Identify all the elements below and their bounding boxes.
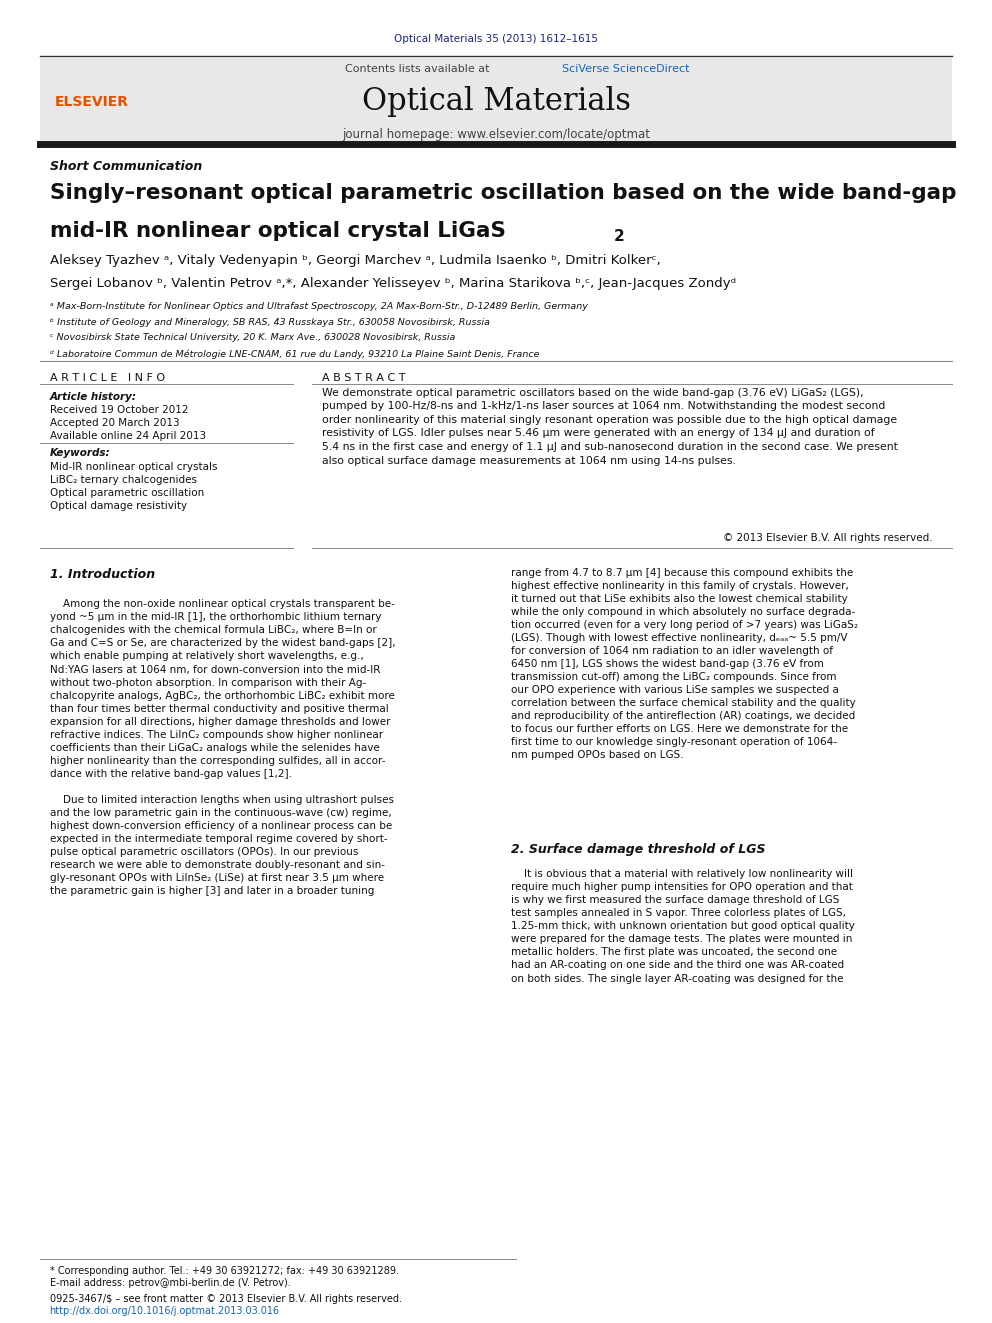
Text: mid-IR nonlinear optical crystal LiGaS: mid-IR nonlinear optical crystal LiGaS [50,221,506,241]
Text: Aleksey Tyazhev ᵃ, Vitaly Vedenyapin ᵇ, Georgi Marchev ᵃ, Ludmila Isaenko ᵇ, Dmi: Aleksey Tyazhev ᵃ, Vitaly Vedenyapin ᵇ, … [50,254,661,267]
Text: 2. Surface damage threshold of LGS: 2. Surface damage threshold of LGS [511,843,766,856]
Text: ᵈ Laboratoire Commun de Métrologie LNE-CNAM, 61 rue du Landy, 93210 La Plaine Sa: ᵈ Laboratoire Commun de Métrologie LNE-C… [50,349,539,359]
Text: E-mail address: petrov@mbi-berlin.de (V. Petrov).: E-mail address: petrov@mbi-berlin.de (V.… [50,1278,291,1289]
Text: Optical Materials: Optical Materials [361,86,631,116]
Text: 1. Introduction: 1. Introduction [50,568,155,581]
FancyBboxPatch shape [40,58,952,142]
Text: A B S T R A C T: A B S T R A C T [322,373,406,384]
Text: We demonstrate optical parametric oscillators based on the wide band-gap (3.76 e: We demonstrate optical parametric oscill… [322,388,899,466]
Text: Sergei Lobanov ᵇ, Valentin Petrov ᵃ,*, Alexander Yelisseyev ᵇ, Marina Starikova : Sergei Lobanov ᵇ, Valentin Petrov ᵃ,*, A… [50,277,736,290]
Text: 0925-3467/$ – see front matter © 2013 Elsevier B.V. All rights reserved.: 0925-3467/$ – see front matter © 2013 El… [50,1294,402,1304]
Text: Short Communication: Short Communication [50,160,201,173]
Text: Received 19 October 2012: Received 19 October 2012 [50,405,188,415]
Text: Singly–resonant optical parametric oscillation based on the wide band-gap: Singly–resonant optical parametric oscil… [50,183,956,202]
Text: Mid-IR nonlinear optical crystals: Mid-IR nonlinear optical crystals [50,462,217,472]
Text: ELSEVIER: ELSEVIER [55,95,129,110]
Text: journal homepage: www.elsevier.com/locate/optmat: journal homepage: www.elsevier.com/locat… [342,128,650,142]
Text: Due to limited interaction lengths when using ultrashort pulses
and the low para: Due to limited interaction lengths when … [50,795,394,897]
Text: range from 4.7 to 8.7 μm [4] because this compound exhibits the
highest effectiv: range from 4.7 to 8.7 μm [4] because thi… [511,568,858,761]
Text: Optical damage resistivity: Optical damage resistivity [50,501,186,512]
Text: http://dx.doi.org/10.1016/j.optmat.2013.03.016: http://dx.doi.org/10.1016/j.optmat.2013.… [50,1306,280,1316]
Text: LiBC₂ ternary chalcogenides: LiBC₂ ternary chalcogenides [50,475,196,486]
Text: SciVerse ScienceDirect: SciVerse ScienceDirect [562,64,690,74]
Text: * Corresponding author. Tel.: +49 30 63921272; fax: +49 30 63921289.: * Corresponding author. Tel.: +49 30 639… [50,1266,399,1277]
Text: A R T I C L E   I N F O: A R T I C L E I N F O [50,373,165,384]
Text: Article history:: Article history: [50,392,137,402]
Text: Available online 24 April 2013: Available online 24 April 2013 [50,431,205,442]
Text: © 2013 Elsevier B.V. All rights reserved.: © 2013 Elsevier B.V. All rights reserved… [723,533,932,544]
Text: Optical Materials 35 (2013) 1612–1615: Optical Materials 35 (2013) 1612–1615 [394,34,598,45]
Text: It is obvious that a material with relatively low nonlinearity will
require much: It is obvious that a material with relat… [511,869,855,983]
Text: Optical parametric oscillation: Optical parametric oscillation [50,488,203,499]
Text: ᵃ Max-Born-Institute for Nonlinear Optics and Ultrafast Spectroscopy, 2A Max-Bor: ᵃ Max-Born-Institute for Nonlinear Optic… [50,302,587,311]
Text: Keywords:: Keywords: [50,448,110,459]
Text: 2: 2 [614,229,625,243]
Text: ᶜ Novosibirsk State Technical University, 20 K. Marx Ave., 630028 Novosibirsk, R: ᶜ Novosibirsk State Technical University… [50,333,455,343]
Text: Contents lists available at: Contents lists available at [345,64,493,74]
Text: Accepted 20 March 2013: Accepted 20 March 2013 [50,418,180,429]
Text: Among the non-oxide nonlinear optical crystals transparent be-
yond ~5 μm in the: Among the non-oxide nonlinear optical cr… [50,599,395,779]
Text: ᵇ Institute of Geology and Mineralogy, SB RAS, 43 Russkaya Str., 630058 Novosibi: ᵇ Institute of Geology and Mineralogy, S… [50,318,490,327]
